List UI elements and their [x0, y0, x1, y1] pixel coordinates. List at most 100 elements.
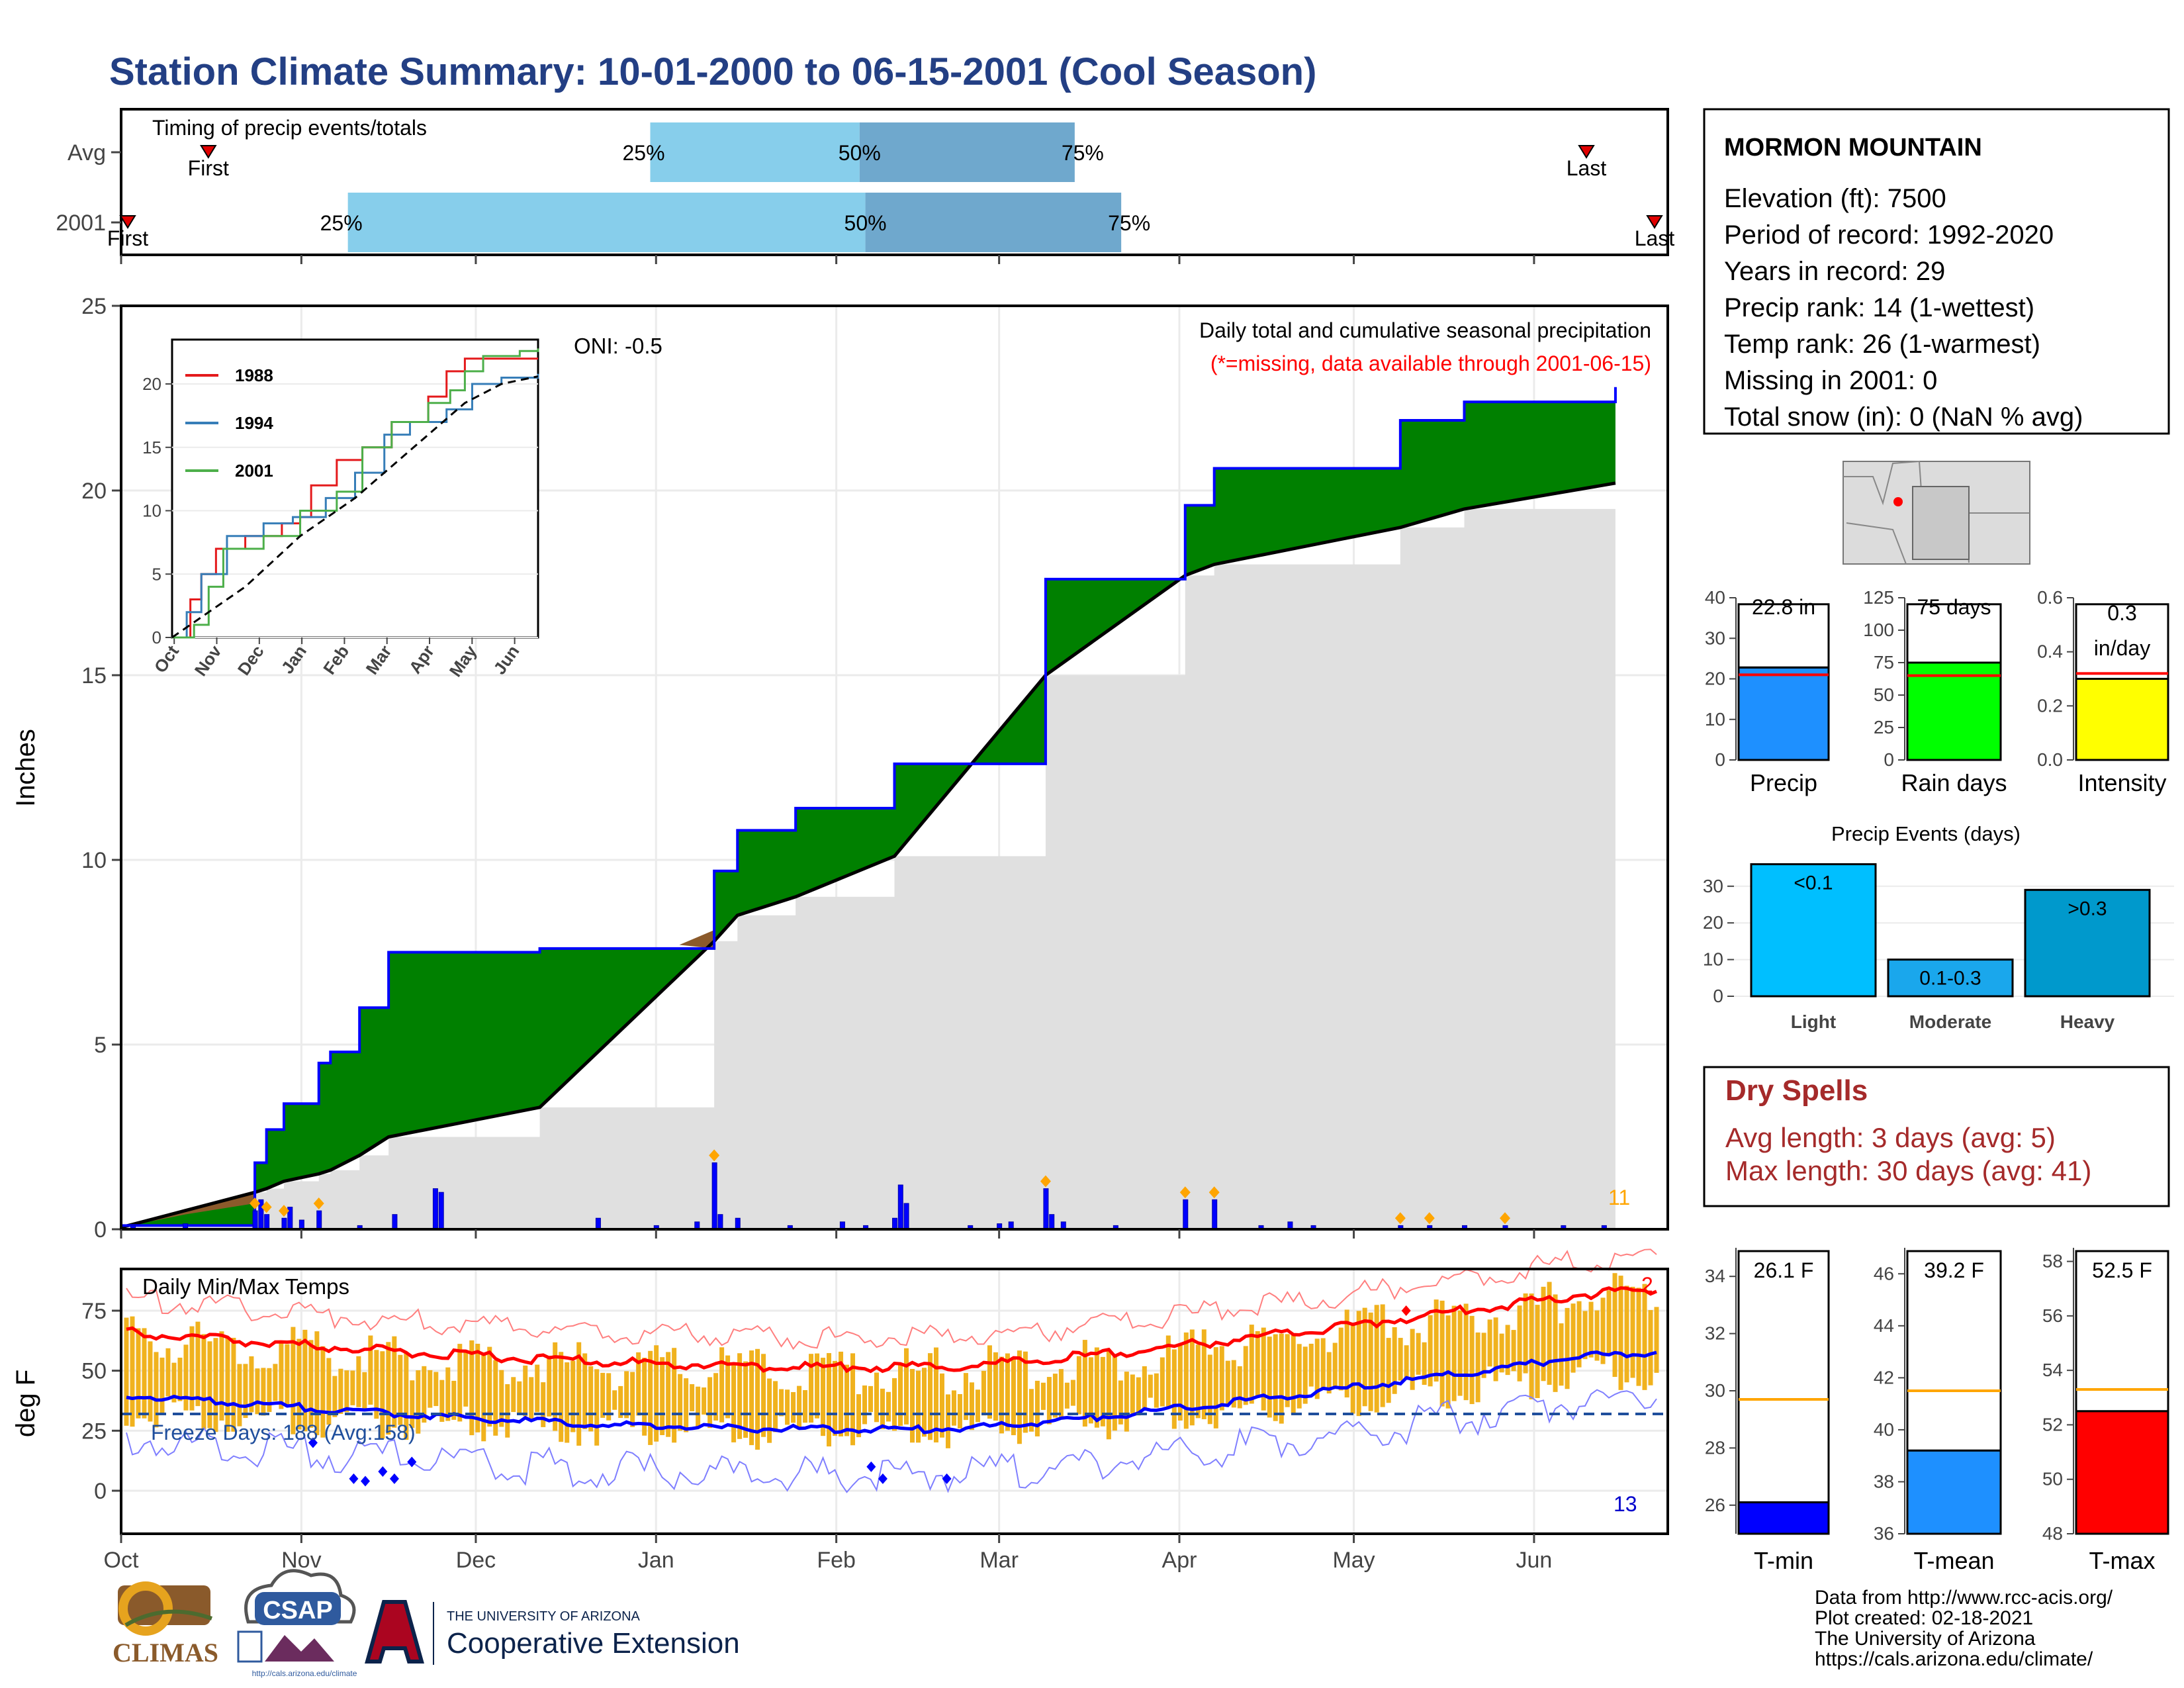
- summary-value: in/day: [2094, 636, 2150, 660]
- daily-temp-bar: [273, 1364, 277, 1401]
- daily-temp-bar: [916, 1371, 921, 1443]
- daily-temp-bar: [428, 1370, 432, 1408]
- daily-precip-bar: [735, 1218, 740, 1229]
- csap-url: http://cals.arizona.edu/climate: [252, 1669, 357, 1678]
- temp-summary-bar: [2076, 1411, 2168, 1534]
- daily-temp-bar: [1047, 1377, 1052, 1424]
- month-tick-label: Nov: [281, 1548, 321, 1573]
- station-name: MORMON MOUNTAIN: [1724, 134, 1982, 162]
- month-tick-label: Jun: [1516, 1548, 1553, 1573]
- daily-temp-bar: [433, 1372, 438, 1407]
- quartile-bar-upper: [860, 122, 1075, 182]
- temp-summary-bars: 2628303234 26.1 FT-min363840424446 39.2 FT…: [1705, 1248, 2168, 1574]
- summary-label: Intensity: [2077, 769, 2166, 796]
- temp-bar-y-tick: 52: [2042, 1414, 2063, 1434]
- temp-bar-y-tick: 28: [1705, 1437, 1725, 1458]
- daily-temp-bar: [779, 1389, 784, 1417]
- daily-temp-bar: [648, 1351, 653, 1445]
- daily-temp-bar: [529, 1377, 533, 1421]
- month-tick-label: Apr: [1162, 1548, 1197, 1573]
- daily-temp-bar: [159, 1358, 164, 1413]
- daily-temp-bar: [731, 1364, 736, 1442]
- daily-temp-bar: [1631, 1287, 1635, 1378]
- daily-temp-bar: [630, 1372, 635, 1427]
- daily-precip-bar: [439, 1192, 443, 1229]
- daily-temp-bar: [1220, 1346, 1224, 1410]
- temp-count-top: 2: [1641, 1273, 1653, 1297]
- summary-bar: [1739, 667, 1829, 760]
- daily-temp-bar: [1529, 1293, 1534, 1399]
- daily-temp-bar: [1148, 1375, 1153, 1398]
- daily-temp-bar: [785, 1389, 790, 1425]
- temp-bar-y-tick: 50: [2042, 1469, 2063, 1489]
- daily-temp-bar: [1113, 1355, 1117, 1430]
- event-category-label: Moderate: [1909, 1011, 1991, 1032]
- daily-temp-bar: [1404, 1345, 1409, 1378]
- locator-map: [1843, 461, 2030, 564]
- daily-temp-bar: [1267, 1336, 1272, 1417]
- daily-temp-bar: [1095, 1348, 1099, 1428]
- daily-temp-bar: [1565, 1308, 1570, 1389]
- month-tick-label: Jan: [638, 1548, 674, 1573]
- daily-temp-bar: [1476, 1333, 1480, 1402]
- temp-bar-y-tick: 38: [1874, 1471, 1894, 1491]
- summary-y-tick: 0: [1715, 749, 1725, 770]
- daily-temp-bar: [356, 1356, 361, 1407]
- temp-bar-y-tick: 48: [2042, 1523, 2063, 1544]
- station-line: Temp rank: 26 (1-warmest): [1724, 330, 2040, 359]
- daily-precip-bar: [904, 1203, 909, 1229]
- station-location-marker: [1893, 497, 1903, 506]
- daily-temp-bar: [1011, 1357, 1016, 1435]
- summary-y-tick: 20: [1705, 669, 1725, 689]
- daily-temp-bar: [1136, 1378, 1141, 1416]
- temp-summary-value: 26.1 F: [1754, 1258, 1814, 1282]
- inset-y-tick: 0: [152, 628, 161, 647]
- daily-temp-bar: [1458, 1311, 1463, 1396]
- temp-summary-label: T-mean: [1913, 1547, 1994, 1574]
- daily-temp-bar: [1226, 1361, 1230, 1404]
- precip-y-tick: 5: [94, 1033, 107, 1058]
- dry-spells-avg: Avg length: 3 days (avg: 5): [1725, 1122, 2056, 1153]
- timing-panel: Timing of precip events/totals Avg 2001 …: [56, 109, 1674, 255]
- page-title: Station Climate Summary: 10-01-2000 to 0…: [109, 50, 1316, 93]
- daily-temp-bar: [970, 1382, 974, 1430]
- daily-temp-bar: [296, 1339, 301, 1430]
- summary-y-tick: 100: [1863, 620, 1894, 640]
- daily-precip-bar: [1183, 1199, 1188, 1229]
- dry-spells-max: Max length: 30 days (avg: 41): [1725, 1155, 2091, 1186]
- daily-temp-bar: [517, 1382, 522, 1413]
- precip-y-tick: 0: [94, 1217, 107, 1243]
- summary-bar: [1907, 663, 2001, 760]
- ua-extension-text: Cooperative Extension: [447, 1627, 740, 1660]
- daily-temp-bar: [1589, 1302, 1594, 1358]
- daily-temp-bar: [1285, 1334, 1290, 1407]
- daily-temp-bar: [1494, 1317, 1498, 1381]
- ua-logo: THE UNIVERSITY OF ARIZONA Cooperative Ex…: [367, 1602, 740, 1665]
- daily-temp-bar: [1387, 1338, 1391, 1403]
- dry-spells-box: Dry Spells Avg length: 3 days (avg: 5) M…: [1704, 1067, 2169, 1206]
- inset-x-tick: Dec: [234, 641, 268, 679]
- daily-temp-bar: [1381, 1304, 1385, 1407]
- daily-temp-bar: [1619, 1276, 1623, 1390]
- last-event-marker-label: Last: [1635, 226, 1675, 250]
- daily-temp-bar: [952, 1390, 956, 1425]
- inset-y-tick: 15: [142, 438, 161, 457]
- daily-temp-bar: [761, 1354, 766, 1436]
- temp-bar-outline: [1739, 1251, 1829, 1502]
- summary-y-tick: 30: [1705, 628, 1725, 648]
- temp-count-bottom: 13: [1614, 1492, 1637, 1516]
- inset-x-tick: Jan: [277, 641, 310, 677]
- daily-temp-bar: [624, 1371, 629, 1418]
- event-category-label: Light: [1791, 1011, 1836, 1032]
- inset-x-tick: Nov: [191, 641, 226, 680]
- precip-y-tick: 10: [81, 848, 107, 873]
- daily-temp-bar: [1571, 1303, 1576, 1372]
- daily-temp-bar: [338, 1369, 343, 1414]
- record-low-marker: [378, 1466, 387, 1477]
- daily-temp-bar: [1351, 1325, 1355, 1414]
- record-high-marker: [1402, 1305, 1411, 1316]
- station-line: Total snow (in): 0 (NaN % avg): [1724, 402, 2083, 432]
- inset-y-tick: 10: [142, 501, 161, 521]
- csap-wordmark: CSAP: [263, 1597, 333, 1624]
- daily-temp-bar: [898, 1364, 903, 1426]
